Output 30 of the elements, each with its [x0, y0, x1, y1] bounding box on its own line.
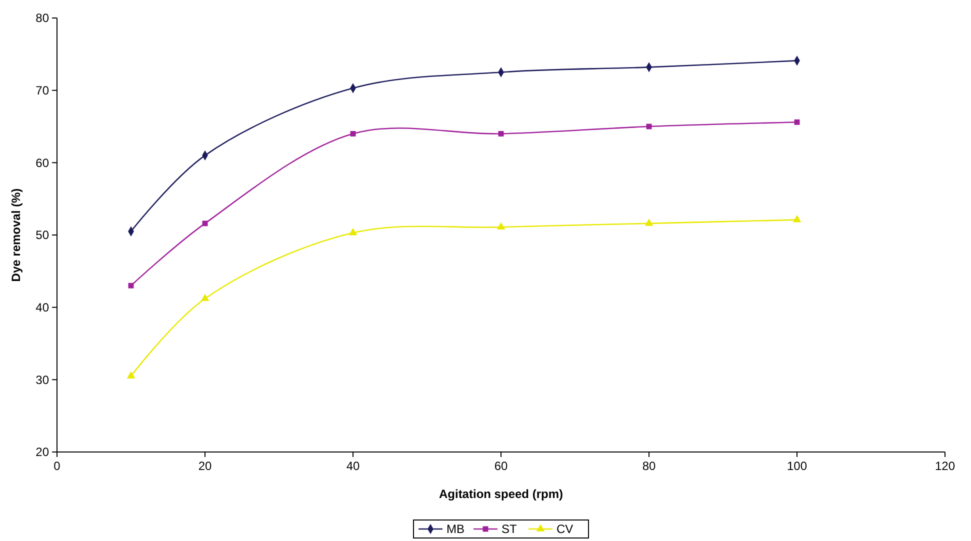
point — [128, 282, 134, 288]
point — [792, 215, 802, 222]
y-tick-label: 60 — [36, 156, 50, 170]
point — [126, 371, 136, 378]
x-tick-label: 120 — [934, 459, 956, 473]
x-tick-label: 40 — [346, 459, 360, 473]
y-axis-title: Dye removal (%) — [9, 188, 23, 282]
x-tick-label: 60 — [494, 459, 508, 473]
y-tick-label: 70 — [36, 84, 50, 98]
x-tick-label: 20 — [198, 459, 212, 473]
x-axis-title: Agitation speed (rpm) — [438, 487, 564, 501]
y-tick-label: 20 — [36, 445, 50, 460]
point — [496, 222, 506, 230]
legend-label: ST — [502, 522, 518, 536]
legend-label: CV — [556, 522, 574, 536]
y-tick-label: 30 — [36, 372, 50, 387]
x-tick-label: 80 — [642, 459, 656, 473]
point — [202, 220, 208, 226]
y-tick-label: 50 — [36, 228, 50, 242]
x-tick-label: 0 — [54, 459, 61, 473]
point — [348, 228, 358, 236]
legend-label: MB — [446, 522, 464, 536]
point — [200, 294, 210, 302]
y-tick-label: 40 — [36, 300, 50, 315]
point — [350, 130, 356, 136]
y-tick-label: 80 — [36, 11, 50, 26]
point — [794, 119, 800, 125]
point — [644, 218, 654, 226]
point — [498, 130, 504, 136]
x-tick-label: 100 — [786, 459, 808, 473]
